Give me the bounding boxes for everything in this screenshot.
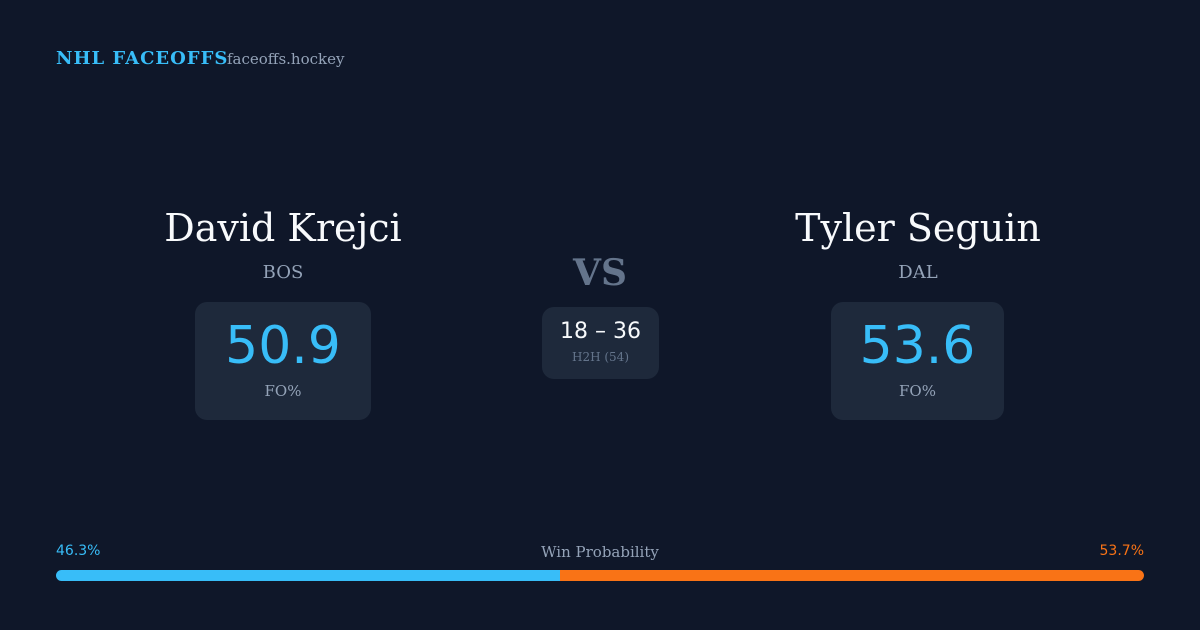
player-name: Tyler Seguin: [795, 206, 1041, 250]
win-right-label: 53.7%: [1099, 543, 1144, 559]
win-left-label: 46.3%: [56, 543, 101, 559]
team: DAL: [898, 262, 938, 283]
brand: NHL FACEOFFS: [56, 48, 229, 69]
vs: VS: [573, 252, 627, 294]
win-left-segment: [56, 570, 560, 581]
player-name: David Krejci: [164, 206, 402, 250]
win-title: Win Probability: [541, 543, 659, 561]
fo-label: FO%: [899, 382, 936, 400]
h2h-score: 18 – 36: [560, 319, 641, 344]
fo-box: 53.6 FO%: [831, 302, 1004, 420]
fo-pct: 50.9: [225, 316, 341, 376]
fo-box: 50.9 FO%: [195, 302, 371, 420]
win-bar: [56, 570, 1144, 581]
fo-pct: 53.6: [859, 316, 976, 376]
h2h-label: H2H (54): [571, 350, 629, 364]
fo-label: FO%: [264, 382, 302, 400]
h2h-box: 18 – 36 H2H (54): [542, 307, 659, 379]
site: faceoffs.hockey: [227, 50, 345, 68]
team: BOS: [262, 262, 304, 283]
win-right-segment: [559, 570, 1144, 581]
